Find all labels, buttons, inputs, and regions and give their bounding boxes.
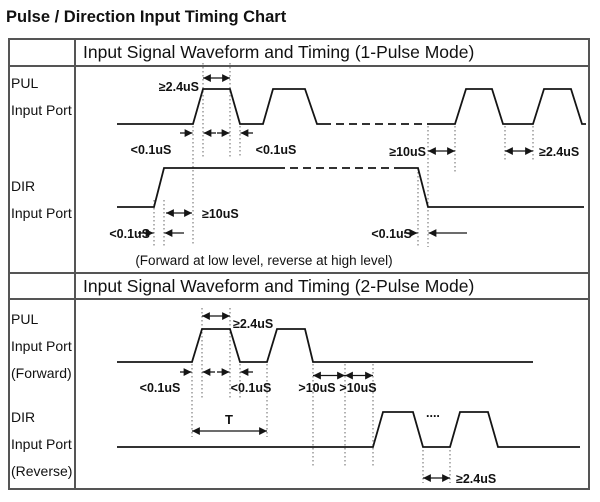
port-s2-dir-line3: (Reverse) [11,463,73,479]
port-s1-pul-line2: Input Port [11,102,72,118]
port-label-s2-pul: PUL Input Port (Forward) [11,306,72,387]
port-s1-pul-line1: PUL [11,75,39,91]
port-s1-dir-line2: Input Port [11,205,72,221]
port-label-s1-dir: DIR Input Port [11,173,72,227]
header-2pulse-label: Input Signal Waveform and Timing (2-Puls… [83,275,475,296]
port-s2-dir-line1: DIR [11,409,36,425]
page-title: Pulse / Direction Input Timing Chart [6,8,287,26]
port-s2-pul-line3: (Forward) [11,365,72,381]
port-label-s1-pul: PUL Input Port [11,70,72,124]
port-s2-pul-line2: Input Port [11,338,72,354]
header-row-2pulse: Input Signal Waveform and Timing (2-Puls… [10,272,588,300]
port-s2-pul-line1: PUL [11,311,39,327]
port-label-s2-dir: DIR Input Port (Reverse) [11,404,72,485]
left-column-divider [74,40,76,488]
header-1pulse-label: Input Signal Waveform and Timing (1-Puls… [83,42,475,62]
header-row-1pulse: Input Signal Waveform and Timing (1-Puls… [10,40,588,67]
port-s1-dir-line1: DIR [11,178,36,194]
timing-table: Input Signal Waveform and Timing (1-Puls… [8,38,590,490]
port-s2-dir-line2: Input Port [11,436,72,452]
